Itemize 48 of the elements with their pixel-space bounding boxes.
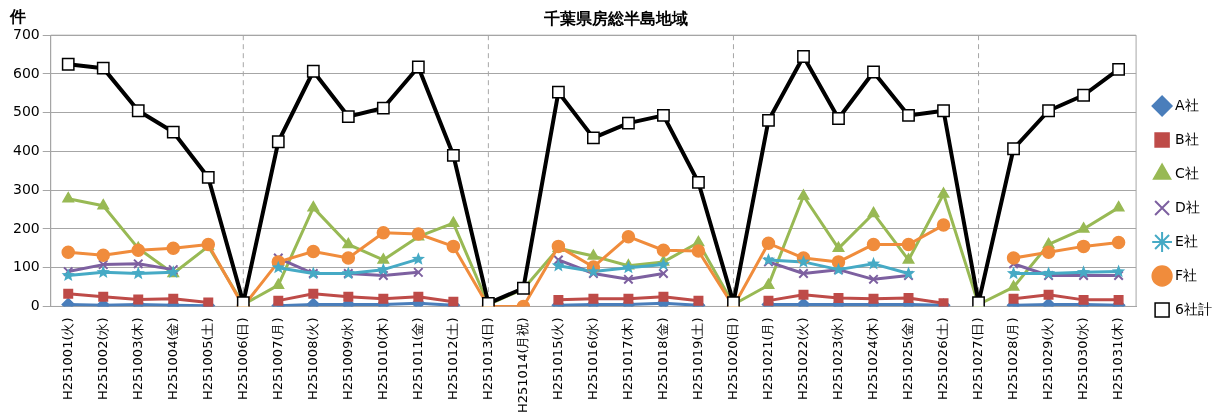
- x-tick-label: H251005(土): [199, 317, 215, 400]
- x-tick-label: H251013(日): [479, 317, 495, 400]
- y-tick-label: 500: [12, 103, 40, 120]
- legend-label: 6社計: [1175, 300, 1213, 317]
- x-tick-label: H251025(金): [899, 317, 915, 400]
- y-tick-label: 700: [12, 25, 40, 42]
- x-tick-label: H251009(水): [339, 317, 355, 400]
- chart-title: 千葉県房総半島地域: [543, 8, 688, 28]
- x-tick-label: H251018(金): [654, 317, 670, 400]
- legend-label: B社: [1175, 130, 1199, 147]
- x-tick-label: H251024(木): [864, 317, 880, 400]
- x-tick-label: H251029(火): [1039, 317, 1055, 400]
- x-tick-label: H251020(日): [724, 317, 740, 400]
- y-tick-label: 600: [12, 64, 40, 81]
- x-tick-label: H251022(火): [794, 317, 810, 400]
- x-tick-label: H251003(木): [129, 317, 145, 400]
- x-tick-label: H251015(火): [549, 317, 565, 400]
- x-tick-label: H251007(月): [269, 317, 285, 400]
- y-axis-title: 件: [9, 7, 26, 27]
- legend-label: D社: [1175, 198, 1200, 215]
- x-tick-label: H251014(月祝): [514, 317, 530, 413]
- y-tick-label: 400: [12, 142, 40, 159]
- legend-label: C社: [1175, 164, 1199, 181]
- x-tick-label: H251028(月): [1004, 317, 1020, 400]
- x-tick-label: H251031(木): [1109, 317, 1125, 400]
- x-tick-label: H251021(月): [759, 317, 775, 400]
- x-tick-label: H251030(水): [1074, 317, 1090, 400]
- x-tick-label: H251026(土): [934, 317, 950, 400]
- x-tick-label: H251017(木): [619, 317, 635, 400]
- x-tick-label: H251023(水): [829, 317, 845, 400]
- x-tick-label: H251016(水): [584, 317, 600, 400]
- x-tick-label: H251004(金): [164, 317, 180, 400]
- y-tick-label: 300: [12, 180, 40, 197]
- x-tick-label: H251019(土): [689, 317, 705, 400]
- x-tick-label: H251010(木): [374, 317, 390, 400]
- y-tick-label: 200: [12, 219, 40, 236]
- x-tick-label: H251002(水): [94, 317, 110, 400]
- legend-label: E社: [1175, 232, 1198, 249]
- x-tick-label: H251008(火): [304, 317, 320, 400]
- y-tick-label: 0: [30, 297, 40, 314]
- x-tick-label: H251006(日): [234, 317, 250, 400]
- legend-label: A社: [1175, 96, 1199, 113]
- legend-label: F社: [1175, 266, 1198, 283]
- x-tick-label: H251011(金): [409, 317, 425, 400]
- x-tick-label: H251012(土): [444, 317, 460, 400]
- x-tick-label: H251001(火): [59, 317, 75, 400]
- y-tick-label: 100: [12, 258, 40, 275]
- x-tick-label: H251027(日): [969, 317, 985, 400]
